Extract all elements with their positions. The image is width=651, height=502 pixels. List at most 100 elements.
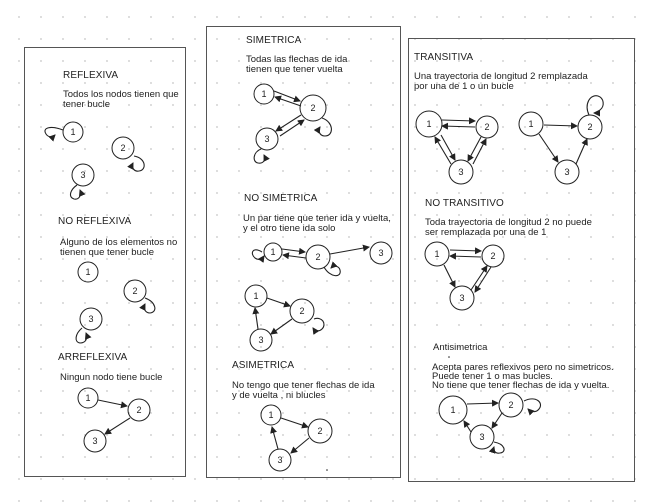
graph-node	[299, 94, 327, 122]
arreflexiva-title: ARREFLEXIVA	[58, 352, 128, 363]
no-transitivo-title: NO TRANSITIVO	[425, 198, 504, 209]
graph-node	[469, 424, 495, 450]
asimetrica-desc-1: No tengo que tener flechas de ida	[232, 380, 375, 391]
graph-node	[481, 244, 505, 268]
self-loop	[323, 261, 341, 277]
node-label: 2	[318, 426, 323, 436]
self-loop	[523, 398, 542, 416]
graph-node	[305, 244, 331, 270]
graph-edge	[440, 134, 456, 161]
graph-edge	[280, 417, 309, 429]
graph-node	[369, 241, 393, 265]
transitiva-desc-2: por una de 1 o un bucle	[414, 81, 514, 92]
graph-node	[123, 279, 147, 303]
graph-edge	[449, 252, 482, 260]
graph-edge	[543, 122, 578, 130]
self-loop	[253, 148, 270, 164]
panel-right	[408, 38, 635, 482]
graph-node	[448, 159, 474, 185]
node-label: 1	[86, 267, 91, 277]
graph-node	[77, 387, 99, 409]
self-loop	[312, 317, 325, 335]
graph-edge	[104, 417, 131, 435]
graph-edge	[274, 95, 302, 107]
graph-node	[263, 242, 283, 262]
graph-node	[577, 114, 603, 140]
graph-edge	[275, 114, 302, 132]
node-label: 1	[269, 410, 274, 420]
graph-node	[111, 136, 135, 160]
graph-edge	[279, 119, 305, 137]
self-loop	[75, 327, 92, 344]
node-label: 3	[565, 167, 570, 177]
self-loop	[586, 95, 604, 117]
arreflexiva-desc-1: Ningun nodo tiene bucle	[60, 372, 163, 383]
node-label: 3	[278, 455, 283, 465]
node-label: 2	[509, 400, 514, 410]
graph-node	[289, 298, 315, 324]
graph-node	[424, 241, 450, 267]
graph-node	[249, 328, 273, 352]
graph-node	[127, 398, 151, 422]
no-transitivo-desc-1: Toda trayectoria de longitud 2 no puede	[425, 217, 592, 228]
reflexiva-graph: 1 2 3	[44, 121, 145, 200]
reflexiva-desc-2: tener bucle	[63, 99, 111, 110]
graph-edge	[538, 133, 559, 163]
graph-node	[268, 448, 292, 472]
node-label: 3	[259, 335, 264, 345]
graph-edge	[273, 90, 301, 103]
asimetrica-desc-2: y de vuelta , ni blucles	[232, 390, 326, 401]
node-label: 1	[435, 249, 440, 259]
graph-edge	[441, 122, 476, 130]
simetrica-title: SIMETRICA	[246, 35, 302, 46]
node-label: 2	[485, 122, 490, 132]
node-label: 2	[588, 122, 593, 132]
graph-edge	[290, 437, 310, 454]
graph-node	[498, 392, 524, 418]
no-simetrica-graph: 1 2 3 1 2 3	[244, 241, 393, 352]
self-loop	[251, 249, 265, 263]
graph-edge	[466, 399, 499, 407]
graph-edge	[443, 264, 456, 288]
node-label: 1	[271, 247, 276, 257]
graph-node	[244, 284, 268, 308]
node-label: 2	[491, 251, 496, 261]
graph-edge	[463, 420, 472, 433]
graph-edge	[329, 244, 370, 255]
node-label: 1	[262, 89, 267, 99]
no-reflexiva-desc-2: tienen que tener bucle	[60, 247, 155, 258]
graph-edge	[467, 136, 482, 162]
graph-node	[255, 127, 279, 151]
graph-node	[449, 285, 475, 311]
graph-edge	[474, 266, 492, 293]
stray-dot	[326, 469, 328, 471]
reflexiva-title: REFLEXIVA	[63, 70, 119, 81]
self-loop	[127, 155, 145, 172]
graph-node	[79, 307, 103, 331]
graph-node	[253, 83, 275, 105]
node-label: 3	[480, 432, 485, 442]
graph-edge	[281, 247, 306, 255]
graph-node	[554, 159, 580, 185]
transitiva-graph-a: 1 2 3	[415, 110, 499, 185]
graph-node	[260, 404, 282, 426]
self-loop	[488, 441, 505, 454]
antisimetrica-desc-2: Puede tener 1 o mas bucles.	[432, 371, 553, 382]
graph-edge	[449, 247, 482, 255]
graph-edge	[97, 399, 128, 409]
no-simetrica-desc-1: Un par tiene que tener ida y vuelta,	[243, 213, 391, 224]
no-simetrica-desc-2: y el otro tiene ida solo	[243, 223, 336, 234]
antisimetrica-desc-1: Acepta pares reflexivos pero no simetric…	[432, 362, 614, 373]
asimetrica-graph: 1 2 3	[260, 404, 333, 472]
node-label: 2	[121, 143, 126, 153]
node-label: 3	[379, 248, 384, 258]
node-label: 3	[81, 170, 86, 180]
node-label: 2	[316, 252, 321, 262]
transitiva-title: TRANSITIVA	[414, 52, 474, 63]
node-label: 3	[265, 134, 270, 144]
self-loop	[313, 117, 332, 137]
graph-edge	[441, 117, 476, 125]
graph-node	[518, 111, 544, 137]
panel-left	[24, 47, 186, 477]
simetrica-desc-2: tienen que tener vuelta	[246, 64, 343, 75]
